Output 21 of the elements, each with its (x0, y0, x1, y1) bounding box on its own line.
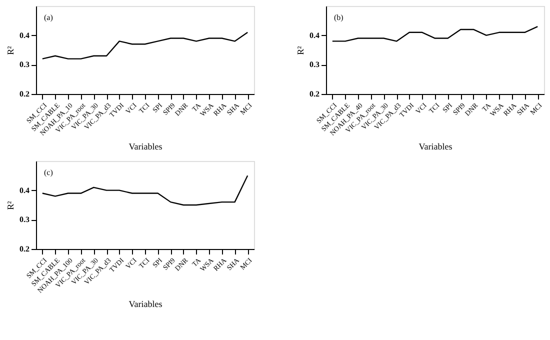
y-tick-label: 0.3 (20, 215, 30, 224)
y-tick-label: 0.4 (310, 30, 320, 40)
y-axis-title: R² (296, 46, 306, 55)
annotation: (a) (44, 13, 54, 22)
line-series (42, 175, 248, 206)
line-series (42, 32, 248, 60)
annotation: (c) (44, 168, 54, 177)
y-tick-label: 0.3 (310, 60, 320, 70)
y-tick-label: 0.2 (310, 90, 320, 98)
x-axis-title: Variables (128, 142, 163, 152)
y-axis-title: R² (6, 200, 16, 210)
y-tick-label: 0.3 (20, 60, 30, 70)
annotation: (b) (334, 13, 344, 22)
y-axis-title: R² (6, 46, 16, 55)
y-tick-label: 0.4 (20, 186, 30, 195)
y-tick-label: 0.2 (20, 90, 30, 98)
x-axis-title: Variables (128, 298, 163, 309)
y-tick-label: 0.4 (20, 30, 30, 40)
x-axis-title: Variables (418, 142, 453, 152)
line-series (332, 26, 538, 42)
y-tick-label: 0.2 (20, 244, 30, 254)
